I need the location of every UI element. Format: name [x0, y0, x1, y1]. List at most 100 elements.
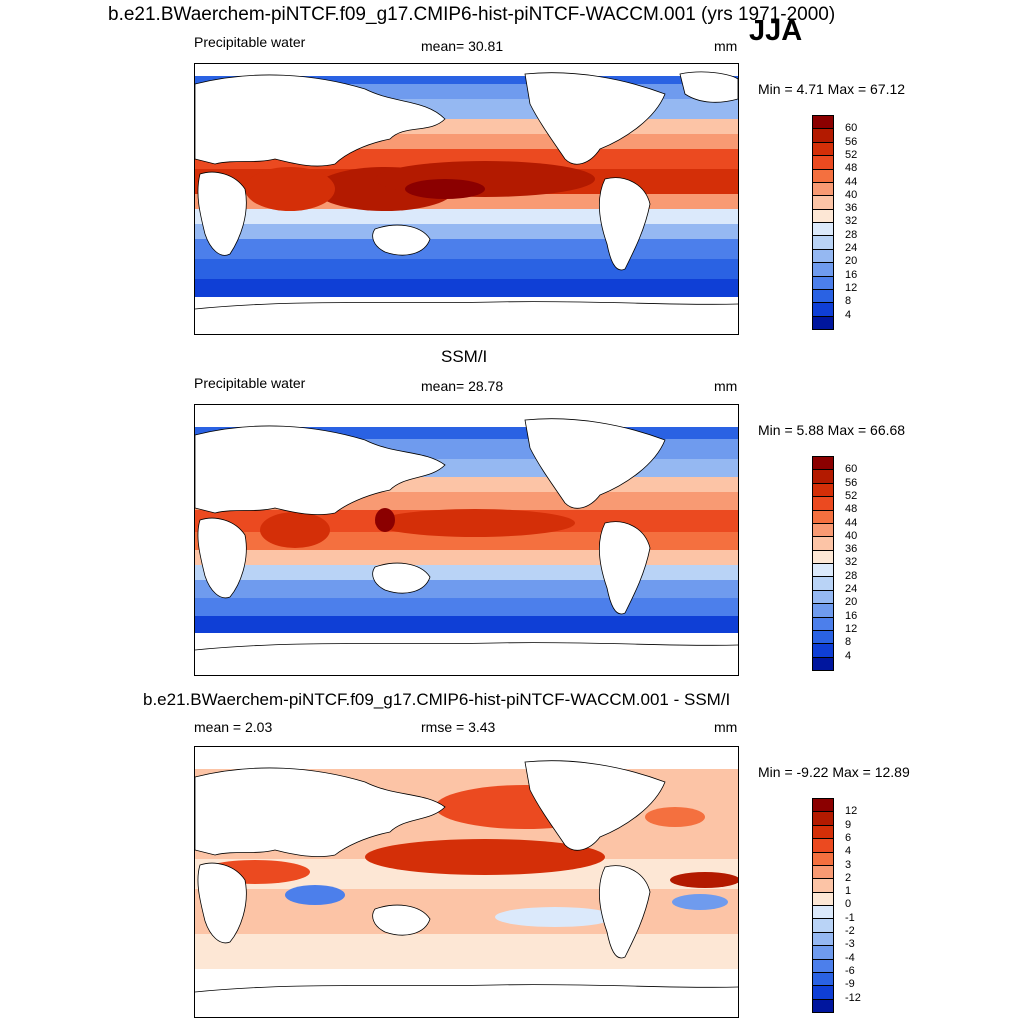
panel1-mean-label: mean= 30.81 [421, 38, 504, 54]
panel2-colorbar-box [813, 510, 833, 524]
panel2-colorbar-box [813, 537, 833, 551]
panel1-colorbar-tick: 20 [845, 255, 858, 268]
panel3-colorbar [812, 798, 834, 1013]
panel1-colorbar-box [813, 196, 833, 210]
panel2-colorbar-box [813, 470, 833, 484]
panel2-colorbar-box [813, 483, 833, 498]
panel1-colorbar-box [813, 236, 833, 250]
panel2-map [194, 404, 739, 676]
panel3-map [194, 746, 739, 1018]
panel2-colorbar-box [813, 604, 833, 618]
panel2-colorbar-tick: 56 [845, 476, 858, 489]
panel2-colorbar-box [813, 617, 833, 631]
panel1-colorbar-tick: 56 [845, 135, 858, 148]
panel3-colorbar-box [813, 892, 833, 906]
panel3-colorbar-tick: 3 [845, 858, 852, 871]
panel1-colorbar-box [813, 303, 833, 317]
panel2-colorbar-box [813, 523, 833, 538]
panel3-colorbar-tick: -12 [845, 991, 861, 1004]
panel3-colorbar-box [813, 812, 833, 826]
panel2-colorbar-tick: 16 [845, 609, 858, 622]
panel1-colorbar-box [813, 249, 833, 264]
panel2-map-graphic [195, 405, 738, 675]
panel3-colorbar-box [813, 825, 833, 840]
panel1-colorbar-tick: 60 [845, 122, 858, 135]
panel3-colorbar-tick: 9 [845, 818, 852, 831]
panel1-colorbar-box [813, 223, 833, 237]
panel3-colorbar-box [813, 999, 833, 1012]
panel2-colorbar-tick: 28 [845, 569, 858, 582]
panel1-minmax-label: Min = 4.71 Max = 67.12 [758, 81, 906, 97]
panel2-colorbar-box [813, 457, 833, 471]
panel3-colorbar-tick: 0 [845, 898, 852, 911]
panel3-map-graphic [195, 747, 738, 1017]
panel1-colorbar-box [813, 289, 833, 304]
panel1-map-graphic [195, 64, 738, 334]
panel2-colorbar [812, 456, 834, 671]
panel1-colorbar-box [813, 142, 833, 157]
panel2-colorbar-box [813, 590, 833, 605]
panel3-colorbar-box [813, 865, 833, 880]
panel2-mean-label: mean= 28.78 [421, 378, 504, 394]
season-label: JJA [749, 15, 803, 47]
panel1-colorbar-tick: 12 [845, 281, 858, 294]
panel3-colorbar-box [813, 799, 833, 813]
panel1-colorbar-tick: 28 [845, 228, 858, 241]
panel1-colorbar-box [813, 182, 833, 197]
panel3-minmax-label: Min = -9.22 Max = 12.89 [758, 764, 910, 780]
panel2-colorbar-tick: 48 [845, 503, 858, 516]
panel2-colorbar-tick: 40 [845, 529, 858, 542]
panel1-colorbar-box [813, 316, 833, 329]
panel2-colorbar-box [813, 497, 833, 511]
panel2-colorbar-tick: 32 [845, 556, 858, 569]
panel2-colorbar-box [813, 577, 833, 591]
panel3-colorbar-box [813, 972, 833, 987]
panel1-colorbar-box [813, 129, 833, 143]
panel3-colorbar-box [813, 946, 833, 960]
panel2-colorbar-tick: 36 [845, 543, 858, 556]
panel3-mean-label: mean = 2.03 [194, 719, 273, 735]
panel1-colorbar-box [813, 169, 833, 183]
panel2-colorbar-tick: 12 [845, 622, 858, 635]
panel1-colorbar-tick: 4 [845, 308, 852, 321]
panel1-colorbar-box [813, 116, 833, 130]
panel3-colorbar-tick: -1 [845, 911, 855, 924]
panel3-colorbar-tick: -6 [845, 964, 855, 977]
panel3-rmse-label: rmse = 3.43 [421, 719, 496, 735]
panel3-colorbar-box [813, 879, 833, 893]
panel1-colorbar-tick: 52 [845, 148, 858, 161]
panel2-colorbar-tick: 4 [845, 649, 852, 662]
panel3-colorbar-box [813, 852, 833, 866]
panel2-colorbar-tick: 60 [845, 463, 858, 476]
panel1-colorbar-tick: 32 [845, 215, 858, 228]
panel2-colorbar-box [813, 564, 833, 578]
panel3-colorbar-tick: -4 [845, 951, 855, 964]
panel2-colorbar-box [813, 550, 833, 564]
panel1-colorbar-tick: 8 [845, 295, 852, 308]
panel2-colorbar-tick: 20 [845, 596, 858, 609]
panel2-colorbar-box [813, 644, 833, 658]
panel3-colorbar-tick: 12 [845, 805, 858, 818]
panel3-colorbar-box [813, 839, 833, 853]
panel3-colorbar-tick: -3 [845, 938, 855, 951]
panel2-colorbar-tick: 44 [845, 516, 858, 529]
panel3-colorbar-box [813, 986, 833, 1000]
panel1-colorbar-tick: 48 [845, 162, 858, 175]
panel3-colorbar-tick: 2 [845, 871, 852, 884]
panel3-colorbar-box [813, 932, 833, 947]
panel2-colorbar-box [813, 630, 833, 645]
panel1-colorbar-box [813, 276, 833, 290]
panel1-colorbar-box [813, 156, 833, 170]
panel1-colorbar-tick: 36 [845, 202, 858, 215]
panel1-units-label: mm [714, 38, 738, 54]
panel3-heading: b.e21.BWaerchem-piNTCF.f09_g17.CMIP6-his… [143, 690, 731, 709]
panel1-colorbar-tick: 24 [845, 242, 858, 254]
panel2-colorbar-tick: 52 [845, 489, 858, 502]
panel2-minmax-label: Min = 5.88 Max = 66.68 [758, 422, 906, 438]
panel1-map [194, 63, 739, 335]
panel2-colorbar-tick: 24 [845, 583, 858, 595]
panel1-colorbar-box [813, 209, 833, 223]
panel2-units-label: mm [714, 378, 738, 394]
panel1-colorbar-tick: 16 [845, 268, 858, 281]
panel1-colorbar-box [813, 263, 833, 277]
